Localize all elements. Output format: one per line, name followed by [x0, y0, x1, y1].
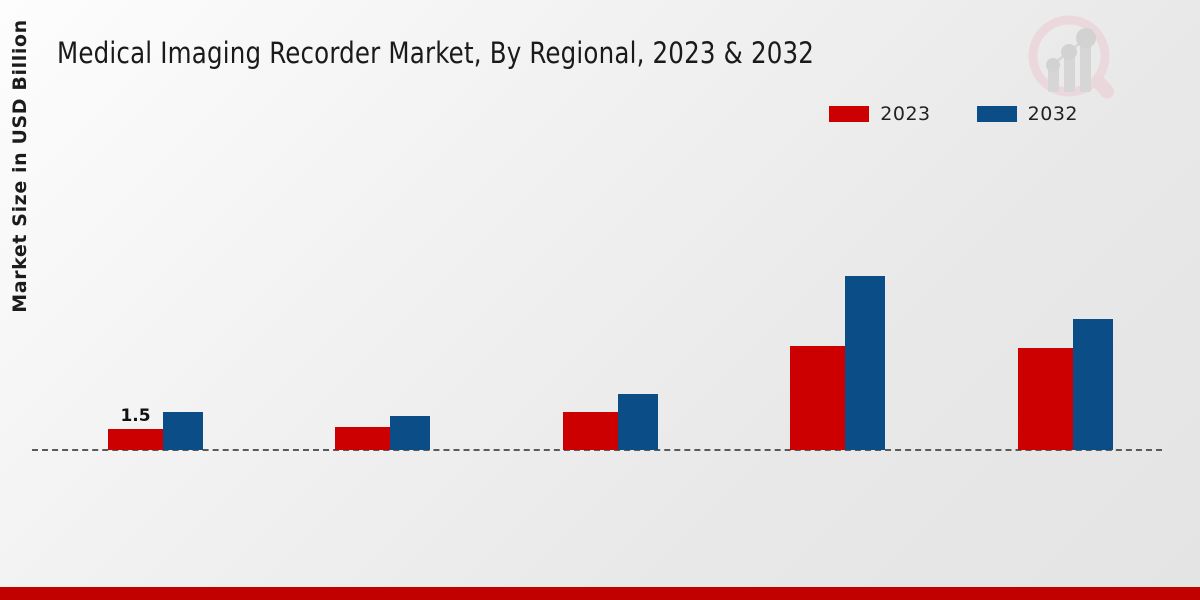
bar-value-2023-north-america: 1.5: [120, 406, 151, 426]
bar-2032-south-america[interactable]: [618, 394, 658, 450]
legend-item-2032[interactable]: 2032: [976, 103, 1078, 125]
bar-2032-europe[interactable]: [390, 416, 430, 450]
bar-2023-north-america[interactable]: 1.5: [108, 406, 163, 450]
bar-2023-middle-east-and-africa[interactable]: [1018, 348, 1073, 450]
bar-2032-middle-east-and-africa[interactable]: [1073, 319, 1113, 450]
legend-label-2023: 2023: [880, 103, 931, 125]
bar-group-europe: EUROPE: [310, 150, 455, 450]
bar-group-asia-pacific: ASIAPACIFIC: [765, 150, 910, 450]
legend-swatch-2023: [829, 106, 870, 122]
bottom-accent-bar: [0, 587, 1200, 600]
bar-group-middle-east-and-africa: MIDDLEEASTANDAFRICA: [993, 150, 1138, 450]
legend-swatch-2032: [976, 106, 1017, 122]
bar-2023-south-america[interactable]: [563, 412, 618, 450]
chart-title: Medical Imaging Recorder Market, By Regi…: [57, 36, 815, 70]
bar-2023-asia-pacific[interactable]: [790, 346, 845, 450]
bar-2023-europe[interactable]: [335, 427, 390, 450]
axis-baseline: [32, 449, 1162, 451]
chart-legend: 2023 2032: [829, 103, 1078, 125]
bar-group-south-america: SOUTHAMERICA: [538, 150, 683, 450]
legend-item-2023[interactable]: 2023: [829, 103, 930, 125]
bar-group-north-america: 1.5 NORTHAMERICA: [83, 150, 228, 450]
bar-2032-north-america[interactable]: [163, 412, 203, 450]
bar-2032-asia-pacific[interactable]: [845, 276, 885, 450]
legend-label-2032: 2032: [1027, 103, 1078, 125]
